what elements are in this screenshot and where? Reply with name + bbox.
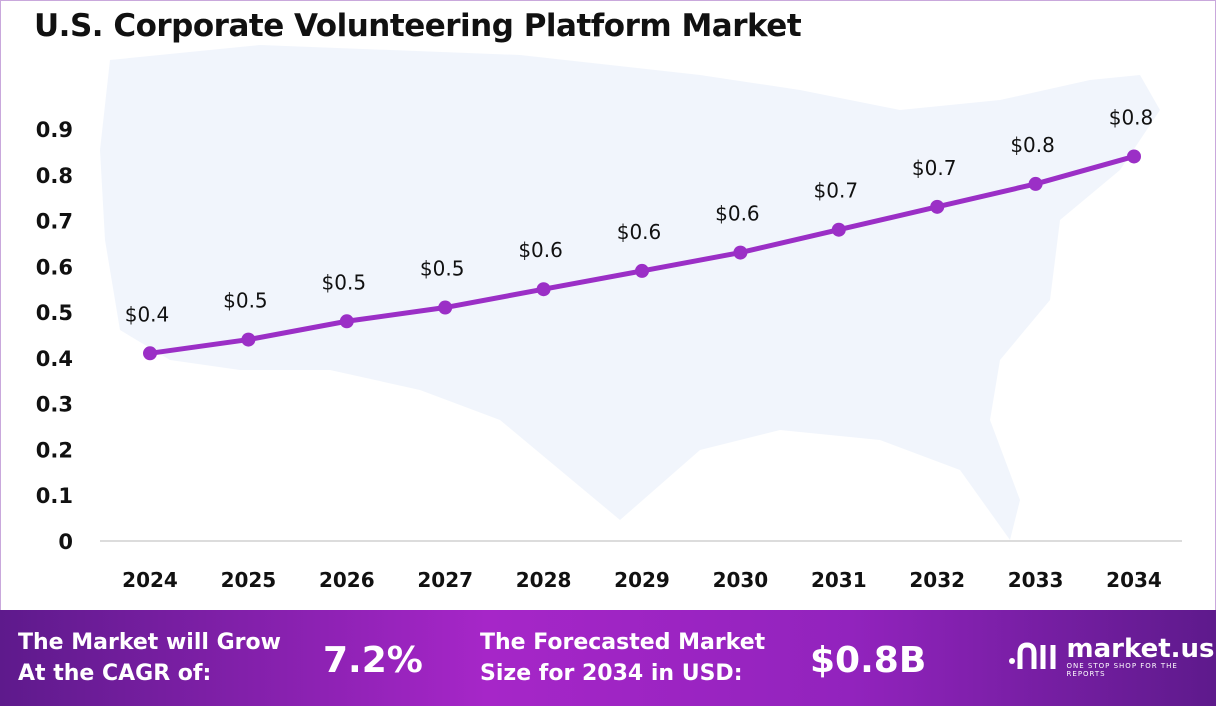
y-tick-label: 0.3	[36, 393, 73, 417]
data-label: $0.5	[322, 270, 367, 294]
data-point	[733, 245, 748, 260]
data-label: $0.5	[223, 289, 268, 313]
data-point	[831, 222, 846, 237]
data-label: $0.7	[814, 179, 859, 203]
data-point	[241, 332, 256, 347]
forecast-label: The Forecasted Market Size for 2034 in U…	[480, 627, 765, 689]
x-tick-label: 2024	[122, 568, 178, 592]
cagr-label-line2: At the CAGR of:	[18, 661, 212, 686]
x-tick-label: 2030	[713, 568, 769, 592]
cagr-value: 7.2%	[323, 640, 423, 681]
chart-title: U.S. Corporate Volunteering Platform Mar…	[34, 8, 802, 44]
x-tick-label: 2034	[1106, 568, 1162, 592]
forecast-label-line2: Size for 2034 in USD:	[480, 661, 743, 686]
forecast-label-line1: The Forecasted Market	[480, 630, 766, 655]
data-point	[930, 199, 945, 214]
data-point	[1028, 176, 1043, 191]
data-label: $0.5	[420, 257, 465, 281]
x-tick-label: 2029	[614, 568, 670, 592]
y-tick-label: 0.1	[36, 484, 73, 508]
x-tick-label: 2028	[516, 568, 572, 592]
data-label: $0.8	[1010, 133, 1055, 157]
data-label: $0.7	[912, 156, 957, 180]
data-label: $0.4	[125, 302, 170, 326]
data-point	[438, 300, 453, 315]
data-point	[143, 346, 157, 361]
cagr-label: The Market will Grow At the CAGR of:	[18, 627, 281, 689]
us-map-background	[100, 45, 1160, 540]
x-tick-label: 2031	[811, 568, 867, 592]
y-tick-label: 0.4	[36, 347, 73, 371]
y-tick-label: 0.6	[36, 255, 73, 279]
x-tick-label: 2026	[319, 568, 375, 592]
x-tick-label: 2025	[221, 568, 277, 592]
y-tick-label: 0.9	[36, 118, 73, 142]
logo-tagline: ONE STOP SHOP FOR THE REPORTS	[1066, 662, 1178, 678]
data-label: $0.6	[617, 220, 662, 244]
x-tick-label: 2027	[417, 568, 473, 592]
y-tick-label: 0	[58, 530, 73, 554]
logo-name: market.us	[1066, 634, 1215, 664]
data-point	[536, 282, 551, 297]
data-point	[1127, 149, 1141, 164]
market-us-logo-icon	[1009, 642, 1056, 669]
y-tick-label: 0.8	[36, 164, 73, 188]
y-tick-label: 0.5	[36, 301, 73, 325]
data-label: $0.6	[715, 202, 760, 226]
data-label: $0.8	[1109, 105, 1154, 129]
cagr-label-line1: The Market will Grow	[18, 630, 281, 655]
data-label: $0.6	[518, 238, 563, 262]
y-tick-label: 0.7	[36, 210, 73, 234]
line-chart: 0 0.1 0.2 0.3 0.4 0.5 0.6 0.7 0.8 0.9 2024 2025 202…	[36, 45, 1182, 592]
y-tick-label: 0.2	[36, 438, 73, 462]
forecast-value: $0.8B	[810, 640, 927, 681]
data-point	[339, 314, 354, 329]
market-us-logo: market.us ONE STOP SHOP FOR THE REPORTS	[1008, 636, 1216, 678]
x-tick-label: 2033	[1008, 568, 1064, 592]
x-tick-label: 2032	[909, 568, 965, 592]
summary-banner: The Market will Grow At the CAGR of: 7.2…	[0, 610, 1216, 706]
data-point	[635, 263, 649, 278]
